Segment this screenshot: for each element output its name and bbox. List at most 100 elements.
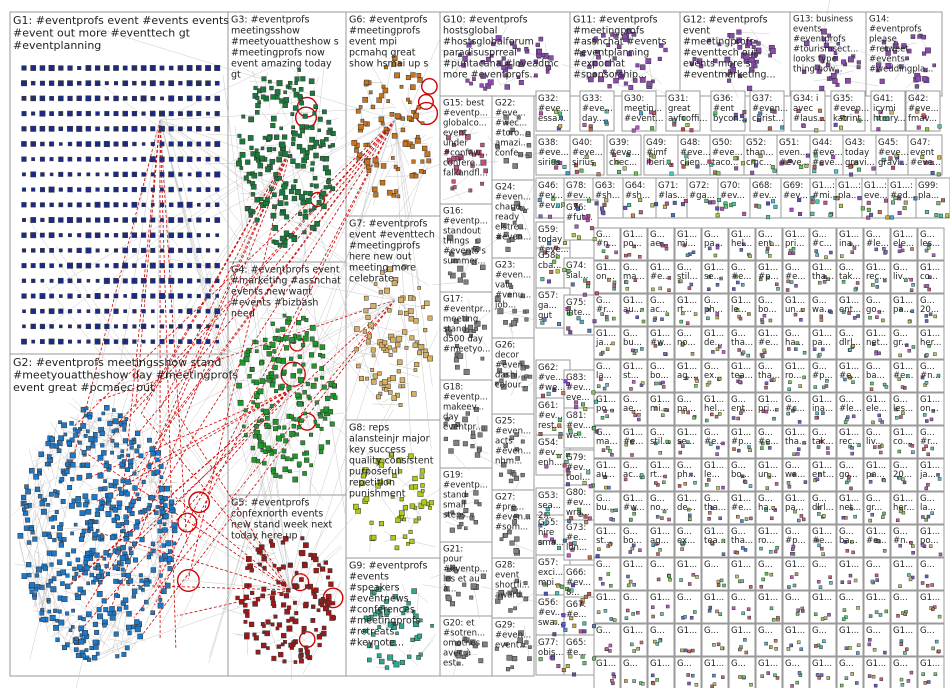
- node-g3: [272, 192, 277, 198]
- node-g1: [85, 141, 92, 147]
- group-label-line: #wec...: [495, 119, 527, 129]
- edge-g3: [286, 62, 303, 79]
- small-group-label: G1...: eve...: [864, 181, 888, 201]
- node-g4: [259, 378, 266, 384]
- node-g8: [412, 475, 418, 482]
- node-small-group: [869, 212, 874, 217]
- node-g4: [260, 418, 264, 422]
- node-g1: [30, 217, 37, 223]
- node-g5: [258, 548, 263, 553]
- node-tiny-group: [655, 642, 660, 646]
- node-g2: [78, 625, 85, 632]
- node-small-group: [711, 200, 716, 205]
- node-g5: [280, 564, 286, 570]
- small-group-label-line: iberi...: [646, 158, 673, 168]
- node-g3: [290, 158, 296, 164]
- node-tiny-group: [596, 384, 601, 388]
- node-g11: [657, 56, 662, 61]
- node-g6: [355, 108, 361, 114]
- node-g1: [113, 339, 119, 344]
- node-tiny-group: [877, 351, 881, 356]
- edge-g2: [43, 468, 55, 496]
- node-g1: [21, 293, 27, 299]
- node-g4: [267, 424, 272, 429]
- node-g2: [96, 607, 102, 613]
- small-group-label-line: G30:: [624, 94, 644, 104]
- group-label-line: avec à: [443, 649, 471, 659]
- node-g3: [239, 151, 246, 158]
- node-tiny-group: [626, 574, 630, 579]
- node-small-group: [631, 128, 636, 133]
- node-tiny-group: [598, 576, 603, 581]
- node-g2: [123, 514, 129, 520]
- node-g1: [86, 279, 91, 283]
- node-g18: [443, 436, 448, 442]
- tiny-group-panel: [593, 656, 621, 688]
- node-tiny-group: [607, 485, 611, 490]
- node-small-group: [576, 235, 581, 240]
- node-g4: [321, 384, 327, 390]
- node-tiny-group: [785, 288, 790, 292]
- node-tiny-group: [721, 552, 726, 556]
- node-g1: [187, 187, 192, 192]
- node-g2: [103, 550, 109, 556]
- node-g12: [755, 59, 759, 64]
- node-tiny-group: [605, 647, 609, 651]
- tiny-group-label-term: po...: [623, 239, 642, 249]
- small-group-label-line: G66:: [566, 568, 586, 578]
- node-g10: [516, 47, 521, 52]
- group-label-line: award...: [495, 591, 529, 601]
- small-group-label-line: avec: [793, 104, 813, 114]
- node-g1: [86, 172, 91, 177]
- node-tiny-group: [716, 642, 721, 647]
- node-g1: [205, 262, 211, 269]
- edge-g19: [438, 510, 462, 525]
- node-g1: [67, 125, 73, 132]
- small-group-label-line: G70:: [720, 181, 740, 191]
- node-g1: [215, 339, 220, 344]
- node-g2: [113, 484, 118, 489]
- node-g3: [312, 111, 317, 116]
- small-group-label-line: #even...: [833, 104, 869, 114]
- node-g2: [164, 582, 171, 589]
- node-g1: [104, 156, 109, 162]
- node-g18: [448, 448, 454, 454]
- node-g2: [112, 418, 119, 425]
- node-tiny-group: [658, 548, 662, 552]
- edge-inter-group: [94, 299, 396, 609]
- node-g5: [272, 563, 277, 568]
- node-g1: [76, 217, 82, 223]
- node-g1: [178, 126, 183, 132]
- small-group-label-line: #event...: [624, 114, 663, 124]
- group-label-line: standout: [443, 227, 481, 237]
- small-group-label-line: than...: [746, 148, 773, 158]
- edge-g13: [823, 0, 830, 32]
- node-g1: [77, 157, 82, 162]
- node-tiny-group: [654, 381, 658, 386]
- node-tiny-group: [934, 639, 939, 644]
- node-small-group: [889, 215, 894, 220]
- edge-g2: [135, 461, 143, 493]
- node-small-group: [838, 203, 843, 208]
- node-g1: [31, 157, 36, 162]
- node-g1: [214, 308, 221, 315]
- edge-g2: [85, 416, 96, 428]
- node-g4: [296, 320, 302, 326]
- node-g2: [172, 527, 178, 534]
- small-group-label-line: #eve...: [582, 104, 613, 114]
- node-g4: [318, 449, 324, 455]
- node-g2: [117, 606, 122, 612]
- node-g1: [58, 202, 64, 208]
- node-g9: [384, 665, 390, 670]
- node-tiny-group: [818, 585, 823, 589]
- group-label-line: G22:: [495, 99, 515, 109]
- node-g6: [393, 164, 398, 169]
- node-g18: [477, 448, 482, 453]
- node-g4: [259, 360, 264, 366]
- node-tiny-group: [848, 573, 853, 578]
- node-tiny-group: [925, 419, 929, 423]
- node-g1: [31, 81, 36, 86]
- group-label-line: G5: #eventprofs: [231, 498, 310, 509]
- tiny-group-panel: [782, 623, 810, 657]
- node-g1: [132, 65, 137, 71]
